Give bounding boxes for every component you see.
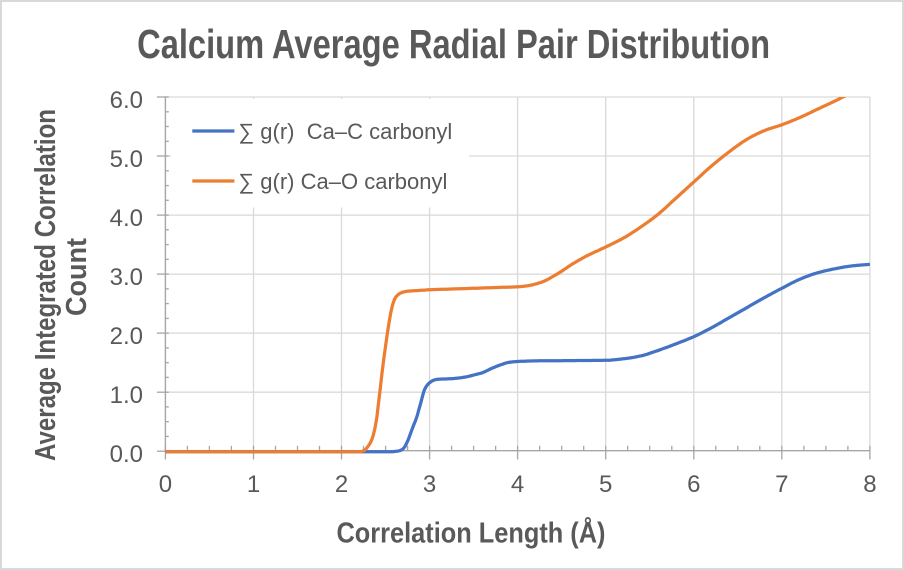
svg-text:∑ g(r) Ca–C carbonyl: ∑ g(r) Ca–C carbonyl [239, 119, 453, 144]
svg-text:Correlation Length (Å): Correlation Length (Å) [337, 517, 606, 550]
svg-text:2.0: 2.0 [110, 323, 143, 350]
svg-text:0: 0 [159, 471, 172, 498]
svg-text:8: 8 [863, 471, 876, 498]
svg-text:5: 5 [599, 471, 612, 498]
svg-text:3.0: 3.0 [110, 264, 143, 291]
svg-text:Count: Count [61, 238, 93, 316]
svg-text:2: 2 [335, 471, 348, 498]
svg-text:7: 7 [775, 471, 788, 498]
svg-text:∑ g(r) Ca–O carbonyl: ∑ g(r) Ca–O carbonyl [239, 169, 448, 194]
svg-text:0.0: 0.0 [110, 441, 143, 468]
svg-text:5.0: 5.0 [110, 146, 143, 173]
svg-text:6.0: 6.0 [110, 87, 143, 114]
svg-text:1.0: 1.0 [110, 382, 143, 409]
svg-text:Average Integrated Correlation: Average Integrated Correlation [30, 109, 62, 461]
svg-text:4.0: 4.0 [110, 205, 143, 232]
svg-text:3: 3 [423, 471, 436, 498]
svg-text:6: 6 [687, 471, 700, 498]
svg-text:1: 1 [247, 471, 260, 498]
svg-text:4: 4 [511, 471, 524, 498]
svg-text:Calcium Average Radial Pair Di: Calcium Average Radial Pair Distribution [137, 21, 770, 67]
